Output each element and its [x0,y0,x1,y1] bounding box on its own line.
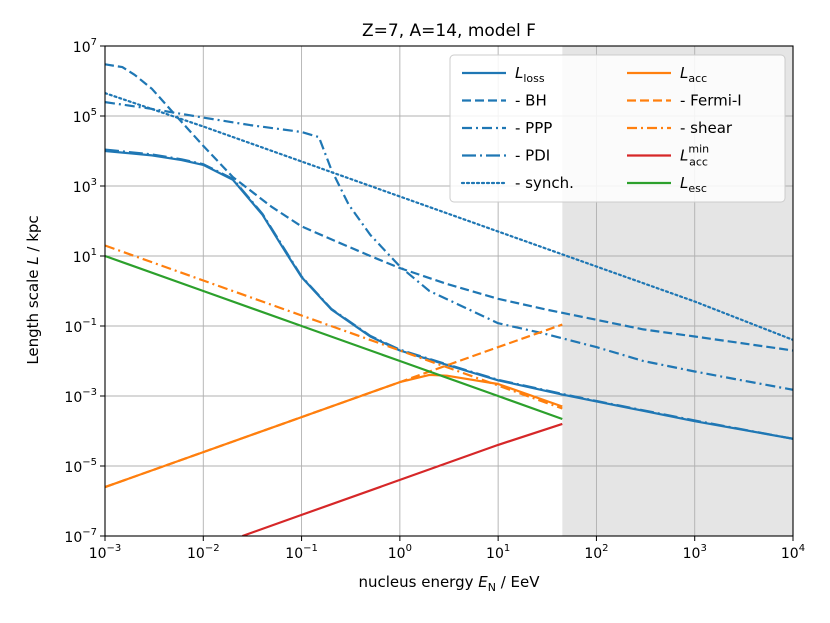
x-tick-label: 102 [584,543,608,562]
y-axis-label: Length scale L / kpc [24,215,42,364]
y-axis-ticks: 10−7 10−5 10−3 10−1 101 103 105 107 [64,37,105,546]
y-tick-label: 10−5 [64,457,97,476]
series-pdi-line [105,148,793,440]
series-acc_min-line [242,422,563,536]
y-tick-label: 10−7 [64,527,97,546]
legend: Lloss - BH - PPP - PDI - synch. Lacc - Fe… [449,54,786,203]
x-axis-label: nucleus energy EN / EeV [358,573,540,594]
x-tick-label: 100 [388,543,412,562]
x-tick-label: 10−2 [187,543,220,562]
legend-label-acc_min: Lmin acc [680,143,709,169]
series-esc-line [105,254,563,421]
legend-label-loss: Lloss [515,64,545,85]
series-synch-line [105,92,793,341]
series-group [105,63,793,536]
legend-label-synch: - synch. [515,174,574,192]
series-bh-line [105,63,793,352]
legend-label-pdi: - PDI [515,147,550,165]
axes-frame [104,45,794,537]
x-tick-label: 103 [683,543,707,562]
y-tick-label: 107 [73,37,97,56]
legend-label-bh: - BH [515,92,547,110]
x-axis-ticks: 10−3 10−2 10−1 100 101 102 103 104 [89,536,805,562]
x-tick-label: 10−1 [285,543,318,562]
legend-label-shear: - shear [680,119,733,137]
legend-label-acc: Lacc [680,64,707,85]
series-shear-line [105,244,563,410]
y-tick-label: 10−1 [64,317,97,336]
series-fermi-line [105,323,563,489]
legend-box [449,54,786,203]
y-tick-label: 105 [73,107,97,126]
y-tick-label: 101 [73,247,97,266]
legend-label-fermi: - Fermi-I [680,92,742,110]
x-tick-label: 104 [781,543,805,562]
legend-label-esc: Lesc [680,174,707,195]
chart-title: Z=7, A=14, model F [362,21,536,41]
legend-label-ppp: - PPP [515,119,552,137]
y-tick-label: 103 [73,177,97,196]
x-tick-label: 10−3 [89,543,122,562]
y-tick-label: 10−3 [64,387,97,406]
x-tick-label: 101 [486,543,510,562]
series-ppp-line [105,101,793,391]
plot-frame [104,45,794,537]
